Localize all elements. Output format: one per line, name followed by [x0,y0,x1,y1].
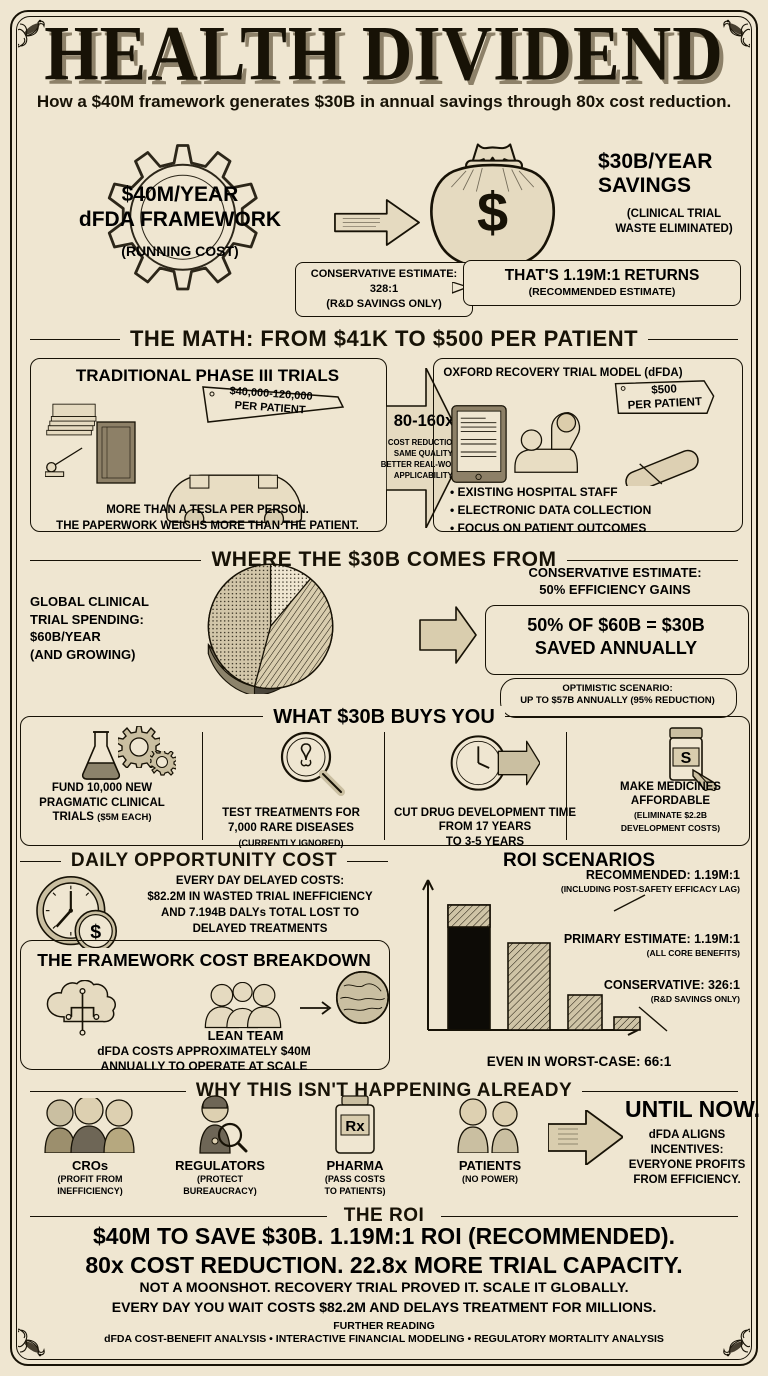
svg-text:S: S [681,750,692,767]
svg-text:Rx: Rx [345,1118,365,1135]
svg-text:$: $ [477,180,508,243]
